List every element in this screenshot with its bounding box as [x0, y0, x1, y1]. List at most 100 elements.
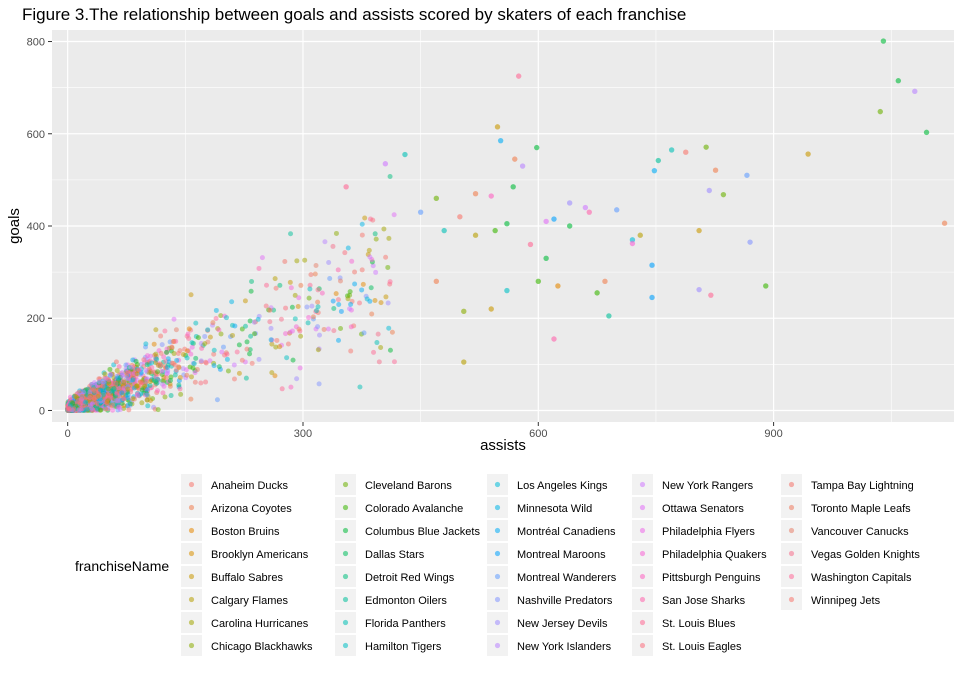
data-point	[293, 324, 299, 330]
data-point	[708, 292, 714, 298]
data-point	[651, 167, 658, 174]
data-point	[188, 292, 194, 298]
data-point	[168, 393, 174, 399]
legend-key-dot	[494, 481, 501, 488]
data-point	[543, 255, 549, 261]
data-point	[306, 295, 312, 301]
data-point	[144, 387, 150, 393]
legend: Anaheim Ducks Arizona Coyotes Boston Bruin…	[181, 474, 920, 656]
data-point	[594, 290, 600, 296]
data-point	[138, 380, 144, 386]
data-point	[345, 245, 351, 251]
legend-label: New York Islanders	[517, 641, 612, 653]
data-point	[321, 326, 327, 332]
legend-key-dot	[639, 619, 646, 626]
data-point	[387, 174, 393, 180]
data-point	[703, 144, 709, 150]
data-point	[114, 368, 120, 374]
data-point	[315, 304, 321, 310]
data-point	[162, 394, 168, 400]
data-point	[158, 333, 164, 339]
data-point	[322, 239, 328, 245]
legend-label: Los Angeles Kings	[517, 480, 608, 492]
data-point	[163, 375, 169, 381]
data-point	[417, 209, 424, 215]
legend-key-dot	[788, 596, 795, 603]
data-point	[359, 221, 365, 227]
data-point	[188, 351, 194, 357]
data-point	[360, 281, 366, 287]
data-point	[504, 220, 510, 227]
legend-label: Edmonton Oilers	[365, 595, 447, 607]
data-point	[248, 333, 254, 339]
legend-label: Winnipeg Jets	[811, 595, 881, 607]
data-point	[100, 379, 106, 385]
data-point	[274, 337, 280, 343]
data-point	[461, 359, 467, 365]
data-point	[272, 276, 278, 282]
data-point	[295, 304, 301, 310]
legend-key-dot	[342, 573, 349, 580]
data-point	[149, 360, 155, 366]
legend-key-dot	[639, 481, 646, 488]
data-point	[243, 375, 249, 381]
data-point	[336, 337, 342, 343]
data-point	[335, 267, 341, 273]
legend-label: Hamilton Tigers	[365, 641, 442, 653]
data-point	[352, 281, 358, 287]
data-point	[504, 287, 510, 294]
data-point	[252, 331, 258, 337]
data-point	[309, 303, 315, 309]
data-point	[283, 305, 289, 311]
legend-label: Pittsburgh Penguins	[662, 572, 761, 584]
data-point	[352, 269, 358, 275]
legend-label: New Jersey Devils	[517, 618, 608, 630]
data-point	[519, 163, 526, 169]
grid-lines	[52, 30, 954, 422]
data-point	[139, 400, 145, 406]
data-point	[472, 232, 479, 238]
data-point	[343, 184, 349, 190]
chart-title: Figure 3.The relationship between goals …	[22, 5, 686, 24]
data-point	[167, 377, 173, 383]
legend-key-dot	[494, 619, 501, 626]
data-point	[180, 366, 186, 372]
data-point	[333, 230, 339, 236]
data-point	[198, 341, 204, 347]
data-point	[386, 235, 392, 241]
data-point	[290, 357, 296, 363]
legend-label: Carolina Hurricanes	[211, 618, 309, 630]
data-point	[267, 307, 273, 313]
data-point	[387, 279, 393, 285]
data-point	[176, 382, 182, 388]
data-point	[177, 386, 183, 392]
x-tick-label: 900	[764, 428, 782, 440]
data-point	[895, 78, 902, 84]
data-point	[144, 397, 150, 403]
data-point	[307, 282, 313, 288]
data-point	[89, 401, 95, 407]
data-point	[277, 282, 283, 288]
data-point	[73, 393, 79, 399]
data-point	[180, 352, 186, 358]
data-point	[130, 396, 136, 402]
data-point	[79, 406, 85, 412]
data-point	[161, 354, 167, 360]
data-point	[649, 262, 655, 268]
data-point	[298, 333, 304, 339]
data-point	[147, 379, 153, 385]
data-point	[248, 288, 254, 294]
data-point	[347, 306, 353, 312]
data-point	[366, 247, 372, 253]
data-point	[370, 263, 376, 269]
data-point	[297, 365, 303, 371]
data-point	[402, 151, 408, 158]
data-point	[211, 363, 217, 369]
data-point	[497, 137, 504, 144]
data-point	[370, 217, 376, 223]
y-tick-label: 200	[27, 313, 45, 325]
data-point	[134, 371, 140, 377]
data-point	[107, 366, 113, 372]
data-point	[315, 324, 321, 330]
data-point	[378, 300, 384, 306]
